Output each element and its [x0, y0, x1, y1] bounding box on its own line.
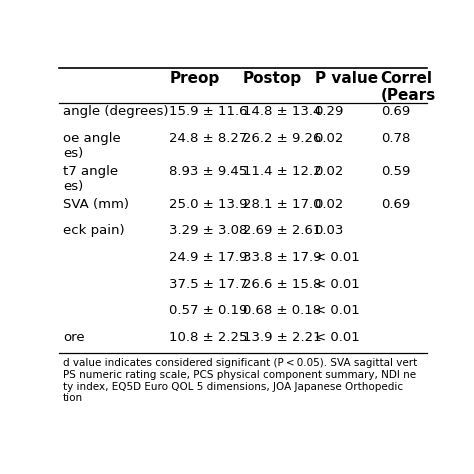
Text: 0.59: 0.59	[381, 165, 410, 178]
Text: 0.68 ± 0.18: 0.68 ± 0.18	[243, 304, 321, 317]
Text: Postop: Postop	[243, 71, 302, 86]
Text: eck pain): eck pain)	[63, 224, 125, 237]
Text: Correl
(Pears: Correl (Pears	[381, 71, 436, 103]
Text: 0.03: 0.03	[315, 224, 344, 237]
Text: t7 angle
es): t7 angle es)	[63, 165, 118, 193]
Text: 14.8 ± 13.4: 14.8 ± 13.4	[243, 105, 321, 118]
Text: angle (degrees): angle (degrees)	[63, 105, 168, 118]
Text: 3.29 ± 3.08: 3.29 ± 3.08	[169, 224, 248, 237]
Text: SVA (mm): SVA (mm)	[63, 198, 129, 211]
Text: 33.8 ± 17.9: 33.8 ± 17.9	[243, 251, 321, 264]
Text: 24.8 ± 8.27: 24.8 ± 8.27	[169, 132, 248, 145]
Text: ore: ore	[63, 331, 84, 344]
Text: 13.9 ± 2.21: 13.9 ± 2.21	[243, 331, 321, 344]
Text: < 0.01: < 0.01	[315, 251, 359, 264]
Text: 0.02: 0.02	[315, 132, 344, 145]
Text: 37.5 ± 17.7: 37.5 ± 17.7	[169, 278, 248, 291]
Text: < 0.01: < 0.01	[315, 304, 359, 317]
Text: 15.9 ± 11.6: 15.9 ± 11.6	[169, 105, 248, 118]
Text: 0.78: 0.78	[381, 132, 410, 145]
Text: 0.57 ± 0.19: 0.57 ± 0.19	[169, 304, 248, 317]
Text: 11.4 ± 12.2: 11.4 ± 12.2	[243, 165, 321, 178]
Text: 0.02: 0.02	[315, 198, 344, 211]
Text: 25.0 ± 13.9: 25.0 ± 13.9	[169, 198, 248, 211]
Text: 24.9 ± 17.9: 24.9 ± 17.9	[169, 251, 248, 264]
Text: 26.2 ± 9.26: 26.2 ± 9.26	[243, 132, 321, 145]
Text: P value: P value	[315, 71, 378, 86]
Text: d value indicates considered significant (P < 0.05). SVA sagittal vert
PS numeri: d value indicates considered significant…	[63, 358, 417, 403]
Text: 2.69 ± 2.61: 2.69 ± 2.61	[243, 224, 321, 237]
Text: < 0.01: < 0.01	[315, 278, 359, 291]
Text: 0.69: 0.69	[381, 105, 410, 118]
Text: Preop: Preop	[169, 71, 220, 86]
Text: 10.8 ± 2.25: 10.8 ± 2.25	[169, 331, 248, 344]
Text: oe angle
es): oe angle es)	[63, 132, 121, 160]
Text: 0.02: 0.02	[315, 165, 344, 178]
Text: 28.1 ± 17.0: 28.1 ± 17.0	[243, 198, 321, 211]
Text: < 0.01: < 0.01	[315, 331, 359, 344]
Text: 0.29: 0.29	[315, 105, 344, 118]
Text: 8.93 ± 9.45: 8.93 ± 9.45	[169, 165, 248, 178]
Text: 0.69: 0.69	[381, 198, 410, 211]
Text: 26.6 ± 15.8: 26.6 ± 15.8	[243, 278, 321, 291]
